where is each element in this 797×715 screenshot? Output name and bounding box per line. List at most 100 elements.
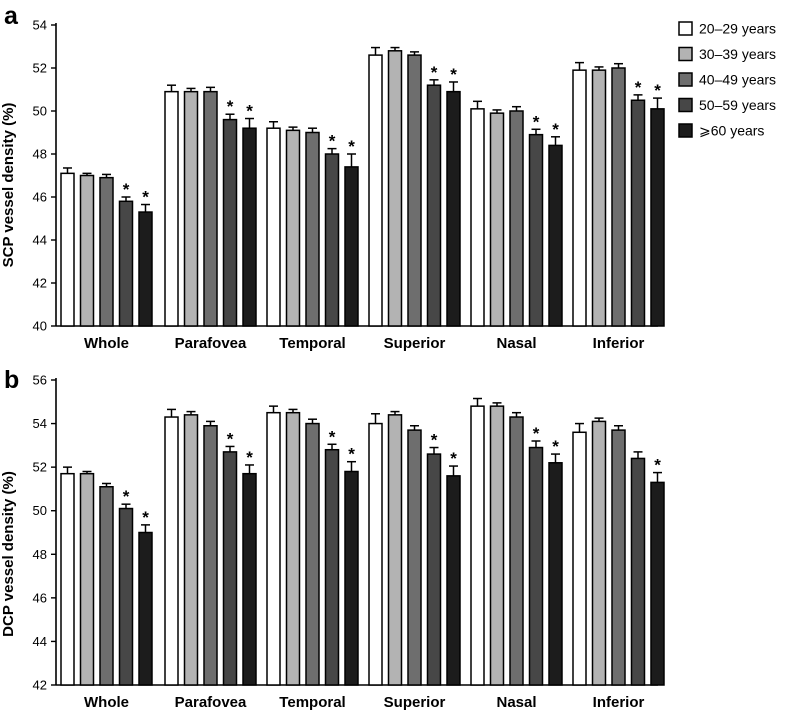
y-tick-label: 54 <box>33 18 47 33</box>
bar <box>305 422 320 686</box>
x-tick-label: Inferior <box>593 694 645 711</box>
panel-a-chart: a SCP vessel density (%) 40 42 44 46 48 50 52 5… <box>0 2 665 352</box>
bar <box>138 531 153 686</box>
significance-marker: * <box>348 445 355 464</box>
significance-marker: * <box>329 427 336 446</box>
significance-marker: * <box>552 437 559 456</box>
y-tick-label: 46 <box>33 590 47 605</box>
bar <box>446 475 461 686</box>
legend-label: ⩾60 years <box>699 123 764 139</box>
x-tick-label: Whole <box>84 694 129 711</box>
bar <box>368 54 383 327</box>
bar <box>489 112 505 327</box>
y-tick-label: 42 <box>33 678 47 693</box>
significance-marker: * <box>450 449 457 468</box>
x-tick-label: Temporal <box>279 694 345 711</box>
x-tick-label: Superior <box>384 335 446 352</box>
bar <box>138 211 153 327</box>
y-tick-label: 42 <box>33 276 47 291</box>
bar <box>489 405 505 686</box>
significance-marker: * <box>654 456 661 475</box>
significance-marker: * <box>227 97 234 116</box>
significance-marker: * <box>123 180 130 199</box>
significance-marker: * <box>552 120 559 139</box>
legend-swatch <box>678 72 693 87</box>
bar <box>407 429 422 686</box>
bar <box>572 431 587 686</box>
bar <box>183 90 199 327</box>
panel-b-letter: b <box>4 366 19 394</box>
legend-label: 30–39 years <box>699 46 776 62</box>
bar <box>285 129 301 327</box>
bar <box>650 481 665 686</box>
bar <box>426 453 442 686</box>
bar <box>446 90 461 327</box>
bar <box>387 50 403 327</box>
bar <box>344 166 359 327</box>
bar <box>266 127 281 327</box>
significance-marker: * <box>227 429 234 448</box>
bar <box>242 127 257 327</box>
bar <box>572 69 587 327</box>
bar <box>99 486 114 686</box>
bar <box>266 411 281 686</box>
y-tick-label: 52 <box>33 61 47 76</box>
significance-marker: * <box>450 65 457 84</box>
legend-swatch <box>678 46 693 62</box>
bar <box>305 131 320 327</box>
bar <box>509 110 524 327</box>
legend-label: 20–29 years <box>699 21 776 37</box>
bar <box>164 416 179 686</box>
significance-marker: * <box>123 487 130 506</box>
significance-marker: * <box>246 448 253 467</box>
bar <box>99 176 114 327</box>
significance-marker: * <box>635 78 642 97</box>
panel-a-letter: a <box>4 2 19 30</box>
bar <box>591 69 607 327</box>
x-tick-label: Inferior <box>593 335 645 352</box>
legend-label: 40–49 years <box>699 72 776 88</box>
significance-marker: * <box>348 137 355 156</box>
y-tick-label: 50 <box>33 104 47 119</box>
significance-marker: * <box>142 188 149 207</box>
bar <box>548 144 563 327</box>
significance-marker: * <box>142 508 149 527</box>
significance-marker: * <box>431 431 438 450</box>
significance-marker: * <box>533 424 540 443</box>
bar <box>650 108 665 327</box>
legend-swatch <box>678 97 693 113</box>
bar <box>611 67 626 327</box>
bar <box>118 200 134 327</box>
bar <box>630 99 646 327</box>
panel-a-ylabel: SCP vessel density (%) <box>0 103 17 268</box>
bar <box>183 414 199 686</box>
bar <box>164 90 179 327</box>
x-tick-label: Nasal <box>496 694 536 711</box>
bar <box>203 90 218 327</box>
legend-swatch <box>678 21 693 36</box>
y-tick-label: 56 <box>33 373 47 388</box>
bar <box>324 153 340 327</box>
y-tick-label: 44 <box>33 233 47 248</box>
y-tick-label: 54 <box>33 416 47 431</box>
bar <box>79 472 95 686</box>
bar <box>528 133 544 327</box>
bar <box>611 429 626 686</box>
significance-marker: * <box>533 112 540 131</box>
bar <box>407 54 422 327</box>
legend-swatch <box>678 123 693 138</box>
x-tick-label: Superior <box>384 694 446 711</box>
y-tick-label: 46 <box>33 190 47 205</box>
significance-marker: * <box>431 63 438 82</box>
legend: 20–29 years 30–39 years 40–49 years 50–59 y… <box>678 21 776 139</box>
bar <box>242 472 257 686</box>
bar <box>528 446 544 686</box>
panel-b-chart: b DCP vessel density (%) 42 44 46 48 50 52 54 5… <box>0 366 665 711</box>
bar <box>324 448 340 686</box>
y-tick-label: 44 <box>33 634 47 649</box>
bar <box>222 118 238 327</box>
bar <box>548 462 563 686</box>
y-tick-label: 48 <box>33 147 47 162</box>
y-tick-label: 48 <box>33 547 47 562</box>
